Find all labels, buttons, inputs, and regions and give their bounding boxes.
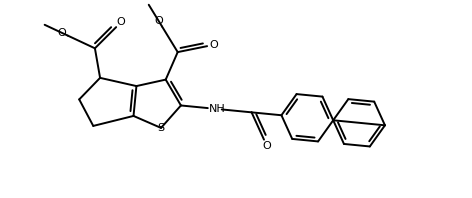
Text: O: O — [117, 17, 126, 27]
Text: S: S — [158, 123, 165, 133]
Text: O: O — [154, 15, 163, 26]
Text: O: O — [210, 40, 219, 50]
Text: NH: NH — [208, 104, 225, 114]
Text: O: O — [262, 141, 271, 151]
Text: O: O — [57, 28, 66, 38]
